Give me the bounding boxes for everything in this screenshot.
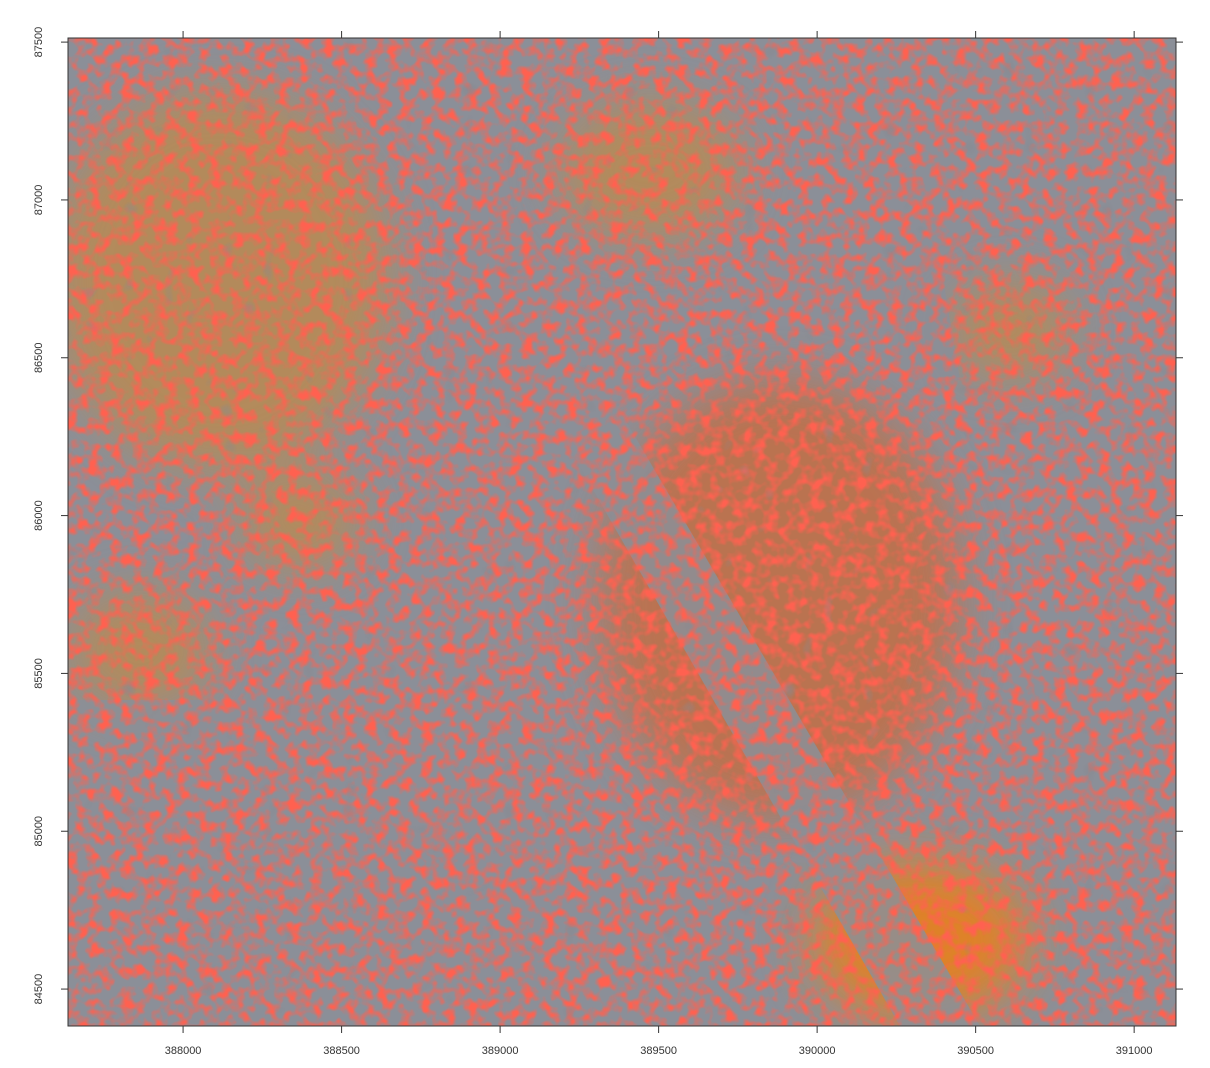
y-tick-label: 87500 [33,27,45,58]
x-tick-label: 390000 [799,1045,836,1057]
x-tick-label: 389000 [482,1045,519,1057]
x-tick-label: 388000 [165,1045,202,1057]
x-tick-label: 390500 [957,1045,994,1057]
x-tick-label: 391000 [1116,1045,1153,1057]
y-tick-label: 85500 [33,658,45,689]
map-image [50,38,1176,1026]
map-figure: 388000 388500 389000 389500 390000 390500 3910… [0,0,1210,1068]
y-tick-label: 87000 [33,185,45,216]
x-tick-label: 388500 [323,1045,360,1057]
y-tick-label: 84500 [33,974,45,1005]
page: 388000 388500 389000 389500 390000 390500 3910… [0,0,1210,1068]
y-tick-label: 86000 [33,500,45,531]
x-tick-label: 389500 [640,1045,677,1057]
y-tick-label: 85000 [33,816,45,847]
y-tick-label: 86500 [33,342,45,373]
